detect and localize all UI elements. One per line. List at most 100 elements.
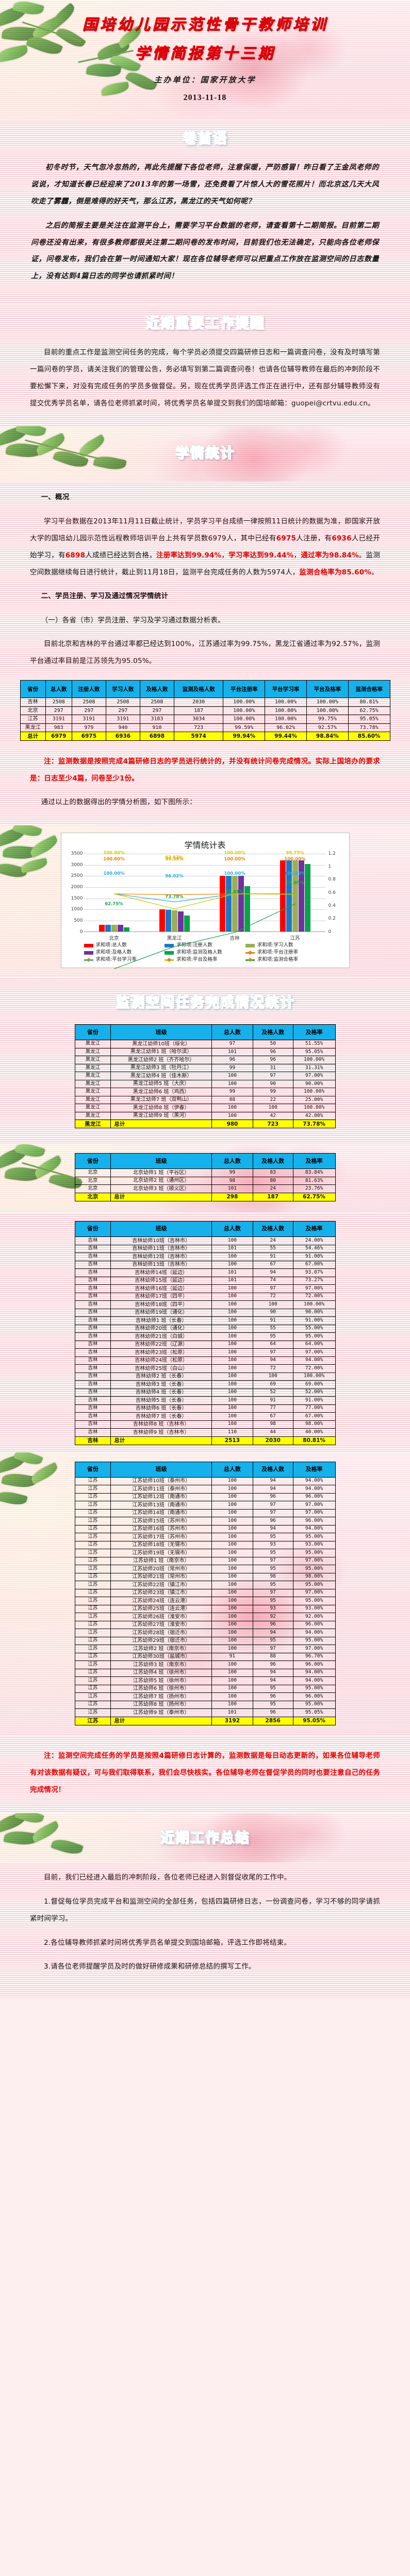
table-cell: 983 bbox=[45, 723, 72, 733]
table-cell: 81.63% bbox=[292, 1177, 336, 1185]
table-cell: 吉林幼师11班（吉林市） bbox=[110, 1244, 212, 1253]
table-cell: 100 bbox=[211, 1236, 253, 1245]
table-cell: 江苏幼师4 班（徐州市） bbox=[110, 1668, 212, 1677]
table-row: 吉林 吉林幼师1 班（长春） 100 91 91.00% bbox=[74, 1316, 336, 1325]
chart-data-label: 100.00% bbox=[284, 856, 306, 862]
chart-bar bbox=[105, 924, 111, 931]
table-cell: 江苏幼师6 班（徐州市） bbox=[110, 1684, 212, 1693]
table-row: 江苏 江苏幼师3 班（南京市） 100 96 96.00% bbox=[74, 1660, 336, 1669]
table-cell: 99.59% bbox=[223, 723, 266, 733]
table-cell: 97.00% bbox=[292, 1645, 336, 1653]
table-total-cell: 6975 bbox=[71, 732, 106, 741]
table-cell: 3183 bbox=[139, 715, 174, 724]
table-cell: 100 bbox=[211, 1348, 253, 1357]
jilin-class-table: 省份 班级 总人数 及格人数 及格率 吉林 吉林幼师10班（吉林市） 100 24 24.00%… bbox=[74, 1221, 336, 1445]
table-cell: 江苏 bbox=[74, 1684, 111, 1693]
chart-y-tick: 0 bbox=[79, 929, 83, 935]
table-cell: 100 bbox=[211, 1477, 253, 1486]
table-cell: 江苏 bbox=[20, 715, 46, 724]
monitor-note-section: 注：监测空间完成任务的学员是按照4篇研修日志计算的，监测数据是每日动态更新的，如… bbox=[0, 1735, 410, 1813]
table-cell: 42 bbox=[252, 1111, 293, 1121]
table-cell: 91.00% bbox=[292, 1316, 336, 1325]
table-row: 江苏 江苏幼师1 班（南京市） 100 97 97.00% bbox=[74, 1556, 336, 1566]
column-header: 学习人数 bbox=[105, 680, 140, 699]
table-cell: 97.00% bbox=[292, 1072, 336, 1080]
table-cell: 31.31% bbox=[292, 1063, 336, 1073]
table-cell: 100.00% bbox=[292, 1104, 336, 1112]
table-total-cell: 298 bbox=[211, 1192, 253, 1202]
table-cell: 江苏幼师17班（苏州市） bbox=[110, 1533, 212, 1541]
table-cell: 67 bbox=[252, 1412, 293, 1421]
table-row: 吉林 吉林幼师10班（吉林市） 100 24 24.00% bbox=[74, 1236, 336, 1245]
table-cell: 94.00% bbox=[292, 1524, 336, 1534]
table-cell: 江苏 bbox=[74, 1477, 111, 1486]
legend-item: 求和项:监测合格率 bbox=[245, 957, 326, 963]
table-cell: 72 bbox=[252, 1292, 293, 1301]
table-row: 黑龙江 黑龙江幼师8 班（伊春） 100 100 100.00% bbox=[74, 1104, 336, 1112]
table-cell: 187 bbox=[173, 706, 224, 716]
legend-label: 求和项:监测及格人数 bbox=[176, 949, 222, 955]
table-cell: 97 bbox=[252, 1509, 293, 1518]
table-cell: 吉林 bbox=[20, 698, 46, 707]
table-cell: 北京幼师2 班（通州区） bbox=[110, 1177, 212, 1185]
table-cell: 江苏 bbox=[74, 1604, 111, 1614]
table-row: 黑龙江 黑龙江幼师6 班（鸡西） 99 99 100.00% bbox=[74, 1088, 336, 1096]
chart-data-label: 100.00% bbox=[284, 871, 306, 876]
table-cell: 吉林 bbox=[74, 1236, 111, 1245]
table-cell: 江苏 bbox=[74, 1660, 111, 1669]
table-cell: 297 bbox=[71, 706, 106, 716]
table-cell: 100 bbox=[211, 1260, 253, 1269]
table-cell: 95 bbox=[252, 1332, 293, 1341]
table-cell: 101 bbox=[211, 1047, 253, 1057]
table-cell: 江苏幼师13班（南通市） bbox=[110, 1501, 212, 1510]
table-cell: 100.00% bbox=[223, 698, 266, 707]
table-cell: 94 bbox=[252, 1356, 293, 1365]
table-total-cell: 总计 bbox=[110, 1192, 212, 1202]
chart-x-label: 北京 bbox=[109, 935, 119, 941]
table-cell: 吉林幼师21班（白城） bbox=[110, 1332, 212, 1341]
table-row: 吉林 吉林幼师22班（辽源） 100 64 64.00% bbox=[74, 1340, 336, 1349]
table-cell: 江苏幼师2 班（南京市） bbox=[110, 1645, 212, 1653]
chart-data-label: 100.00% bbox=[103, 871, 125, 876]
table-cell: 吉林幼师23班（松原） bbox=[110, 1348, 212, 1357]
column-header: 总人数 bbox=[211, 1024, 253, 1041]
table-total-cell: 江苏 bbox=[74, 1716, 111, 1725]
table-total-row: 北京 总计 298 187 62.75% bbox=[74, 1192, 336, 1202]
table-cell: 96.00% bbox=[292, 1493, 336, 1502]
stats-section: 一、概况 学习平台数据在2013年11月11日截止统计，学员学习平台成绩一律按照… bbox=[0, 482, 410, 825]
table-cell: 91 bbox=[252, 1252, 293, 1261]
table-cell: 100 bbox=[211, 1316, 253, 1325]
table-cell: 100 bbox=[252, 1104, 293, 1112]
table-cell: 96 bbox=[252, 1692, 293, 1701]
table-cell: 100 bbox=[211, 1404, 253, 1413]
table-cell: 100.00% bbox=[292, 1056, 336, 1064]
table-cell: 100 bbox=[211, 1676, 253, 1685]
table-cell: 97.00% bbox=[292, 1284, 336, 1293]
table-cell: 101 bbox=[211, 1184, 253, 1193]
table-cell: 3191 bbox=[105, 715, 140, 724]
column-header: 及格人数 bbox=[139, 680, 174, 699]
table-cell: 3034 bbox=[173, 715, 224, 724]
table-total-cell: 62.75% bbox=[292, 1192, 336, 1202]
table-cell: 101 bbox=[211, 1268, 253, 1277]
table-cell: 吉林 bbox=[74, 1428, 111, 1437]
jiangsu-class-table: 省份 班级 总人数 及格人数 及格率 江苏 江苏幼师10班（泰州市） 100 94 94.00%… bbox=[74, 1461, 336, 1725]
chart-y2-tick: 0.2 bbox=[328, 916, 336, 922]
column-header: 及格率 bbox=[292, 1221, 336, 1238]
table-cell: 73.27% bbox=[292, 1276, 336, 1285]
table-cell: 96 bbox=[252, 1056, 293, 1064]
table-cell: 江苏 bbox=[74, 1620, 111, 1630]
chart-bar bbox=[238, 875, 244, 931]
table-cell: 97 bbox=[252, 1348, 293, 1357]
table-cell: 江苏幼师19班（无锡市） bbox=[110, 1549, 212, 1557]
table-cell: 95 bbox=[252, 1636, 293, 1646]
column-header: 及格率 bbox=[292, 1024, 336, 1041]
table-cell: 吉林 bbox=[74, 1332, 111, 1341]
summary-paragraph-4: 3.请各位老师提醒学员及时的做好研修成果和研修总结的撰写工作。 bbox=[44, 1962, 256, 1971]
table-cell: 96 bbox=[211, 1056, 253, 1064]
table-cell: 江苏幼师26班（淮安市） bbox=[110, 1613, 212, 1621]
summary-banner: 近期工作总结 bbox=[0, 1812, 410, 1862]
chart-bar bbox=[280, 860, 286, 931]
table-cell: 64 bbox=[252, 1340, 293, 1349]
table-cell: 95.05% bbox=[292, 1708, 336, 1717]
